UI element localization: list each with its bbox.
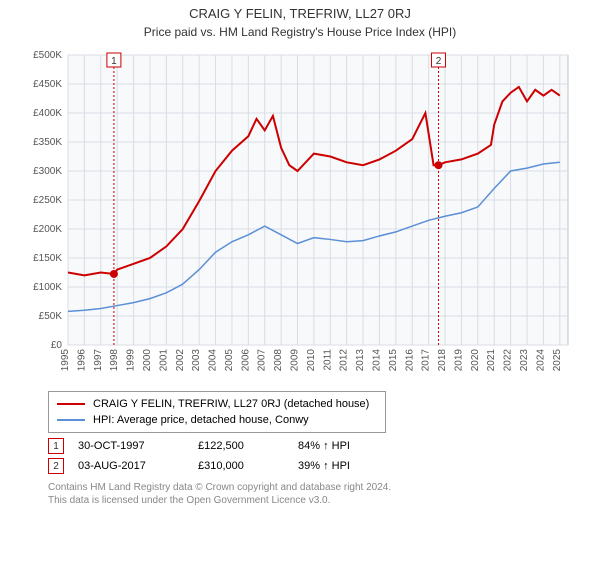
svg-text:2002: 2002 [175,349,186,372]
svg-text:£100K: £100K [33,282,62,293]
svg-text:1995: 1995 [60,349,71,372]
svg-text:2012: 2012 [339,349,350,372]
footer-line-2: This data is licensed under the Open Gov… [48,494,570,507]
svg-text:2000: 2000 [142,349,153,372]
transaction-price: £122,500 [198,440,298,452]
transaction-pct: 84% ↑ HPI [298,440,398,452]
legend-swatch [57,403,85,405]
transaction-marker-box: 2 [48,458,64,474]
legend-label: CRAIG Y FELIN, TREFRIW, LL27 0RJ (detach… [93,398,369,410]
svg-text:2015: 2015 [388,349,399,372]
transaction-date: 03-AUG-2017 [78,460,198,472]
svg-text:2013: 2013 [355,349,366,372]
svg-text:2020: 2020 [470,349,481,372]
svg-text:£350K: £350K [33,137,62,148]
svg-text:2016: 2016 [404,349,415,372]
svg-text:2021: 2021 [486,349,497,372]
svg-text:2017: 2017 [421,349,432,372]
svg-text:2004: 2004 [208,349,219,372]
footer-line-1: Contains HM Land Registry data © Crown c… [48,481,570,494]
svg-text:2006: 2006 [240,349,251,372]
chart-area: £0£50K£100K£150K£200K£250K£300K£350K£400… [20,45,580,385]
svg-text:2023: 2023 [519,349,530,372]
svg-text:2022: 2022 [503,349,514,372]
transaction-row: 1 30-OCT-1997£122,50084% ↑ HPI [48,437,570,455]
svg-text:£500K: £500K [33,50,62,61]
svg-text:1998: 1998 [109,349,120,372]
svg-text:2011: 2011 [322,349,333,371]
svg-text:1: 1 [111,56,117,67]
svg-text:£250K: £250K [33,195,62,206]
transaction-row: 2 03-AUG-2017£310,00039% ↑ HPI [48,457,570,475]
transaction-price: £310,000 [198,460,298,472]
chart-subtitle: Price paid vs. HM Land Registry's House … [0,25,600,39]
svg-text:2: 2 [436,56,442,67]
legend-swatch [57,419,85,421]
svg-text:2014: 2014 [371,349,382,372]
svg-text:£150K: £150K [33,253,62,264]
svg-text:2010: 2010 [306,349,317,372]
legend-item: CRAIG Y FELIN, TREFRIW, LL27 0RJ (detach… [57,396,377,412]
legend-label: HPI: Average price, detached house, Conw… [93,414,309,426]
transaction-date: 30-OCT-1997 [78,440,198,452]
svg-text:2018: 2018 [437,349,448,372]
svg-text:1996: 1996 [76,349,87,372]
svg-text:2001: 2001 [158,349,169,372]
svg-text:1999: 1999 [126,349,137,372]
transaction-list: 1 30-OCT-1997£122,50084% ↑ HPI 2 03-AUG-201… [0,437,600,475]
svg-text:2008: 2008 [273,349,284,372]
transaction-pct: 39% ↑ HPI [298,460,398,472]
svg-text:2007: 2007 [257,349,268,372]
svg-text:2019: 2019 [453,349,464,372]
svg-text:£450K: £450K [33,79,62,90]
svg-text:2003: 2003 [191,349,202,372]
chart-title: CRAIG Y FELIN, TREFRIW, LL27 0RJ [0,6,600,21]
svg-text:2025: 2025 [552,349,563,372]
svg-text:2005: 2005 [224,349,235,372]
svg-text:£200K: £200K [33,224,62,235]
svg-text:£300K: £300K [33,166,62,177]
footer-attribution: Contains HM Land Registry data © Crown c… [48,481,570,507]
svg-text:1997: 1997 [93,349,104,372]
svg-text:£400K: £400K [33,108,62,119]
legend-item: HPI: Average price, detached house, Conw… [57,412,377,428]
svg-text:2024: 2024 [535,349,546,372]
svg-text:£50K: £50K [39,311,63,322]
svg-text:2009: 2009 [290,349,301,372]
legend: CRAIG Y FELIN, TREFRIW, LL27 0RJ (detach… [48,391,386,433]
transaction-marker-box: 1 [48,438,64,454]
line-chart: £0£50K£100K£150K£200K£250K£300K£350K£400… [20,45,580,385]
